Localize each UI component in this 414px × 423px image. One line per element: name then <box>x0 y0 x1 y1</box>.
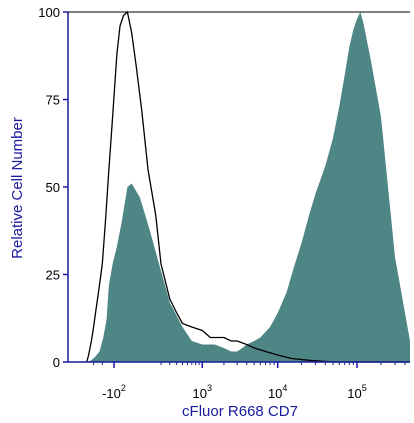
x-tick-label: 105 <box>347 383 366 401</box>
x-axis-ticks: -102 103 104 105 <box>93 362 406 401</box>
y-axis-ticks: 0 25 50 75 100 <box>38 5 68 370</box>
y-tick-label: 75 <box>46 93 60 108</box>
y-tick-label: 50 <box>46 180 60 195</box>
series-layer <box>86 10 410 363</box>
y-axis-title: Relative Cell Number <box>9 117 26 259</box>
x-axis-title: cFluor R668 CD7 <box>182 403 298 420</box>
x-tick-label: 104 <box>268 383 287 401</box>
outline-histogram-series <box>86 10 410 363</box>
y-tick-label: 0 <box>53 355 60 370</box>
y-tick-label: 100 <box>38 5 60 20</box>
y-tick-label: 25 <box>46 268 60 283</box>
filled-histogram-series <box>86 12 410 362</box>
x-tick-label: 103 <box>193 383 212 401</box>
x-tick-label: -102 <box>102 383 126 401</box>
